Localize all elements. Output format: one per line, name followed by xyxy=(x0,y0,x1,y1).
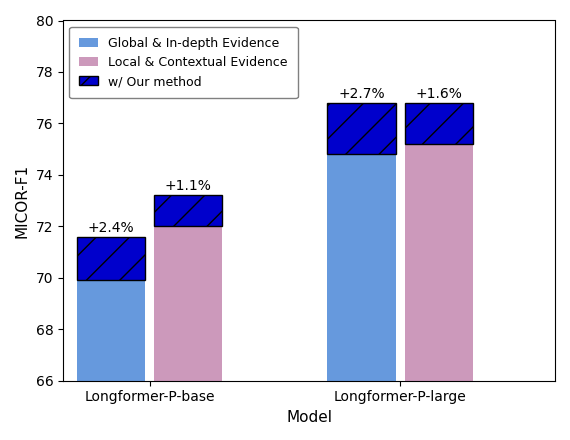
Bar xyxy=(154,195,222,226)
Bar xyxy=(154,226,222,381)
Bar xyxy=(405,103,473,144)
Text: +1.1%: +1.1% xyxy=(165,180,211,194)
Text: +1.6%: +1.6% xyxy=(416,87,462,101)
Bar xyxy=(405,144,473,381)
Y-axis label: MICOR-F1: MICOR-F1 xyxy=(15,164,30,238)
Text: +2.7%: +2.7% xyxy=(338,87,385,101)
X-axis label: Model: Model xyxy=(286,410,332,425)
Legend: Global & In-depth Evidence, Local & Contextual Evidence, w/ Our method: Global & In-depth Evidence, Local & Cont… xyxy=(70,27,298,98)
Text: +2.4%: +2.4% xyxy=(88,220,134,235)
Bar xyxy=(327,154,396,381)
Bar xyxy=(77,237,145,280)
Bar xyxy=(327,103,396,154)
Bar xyxy=(77,280,145,381)
